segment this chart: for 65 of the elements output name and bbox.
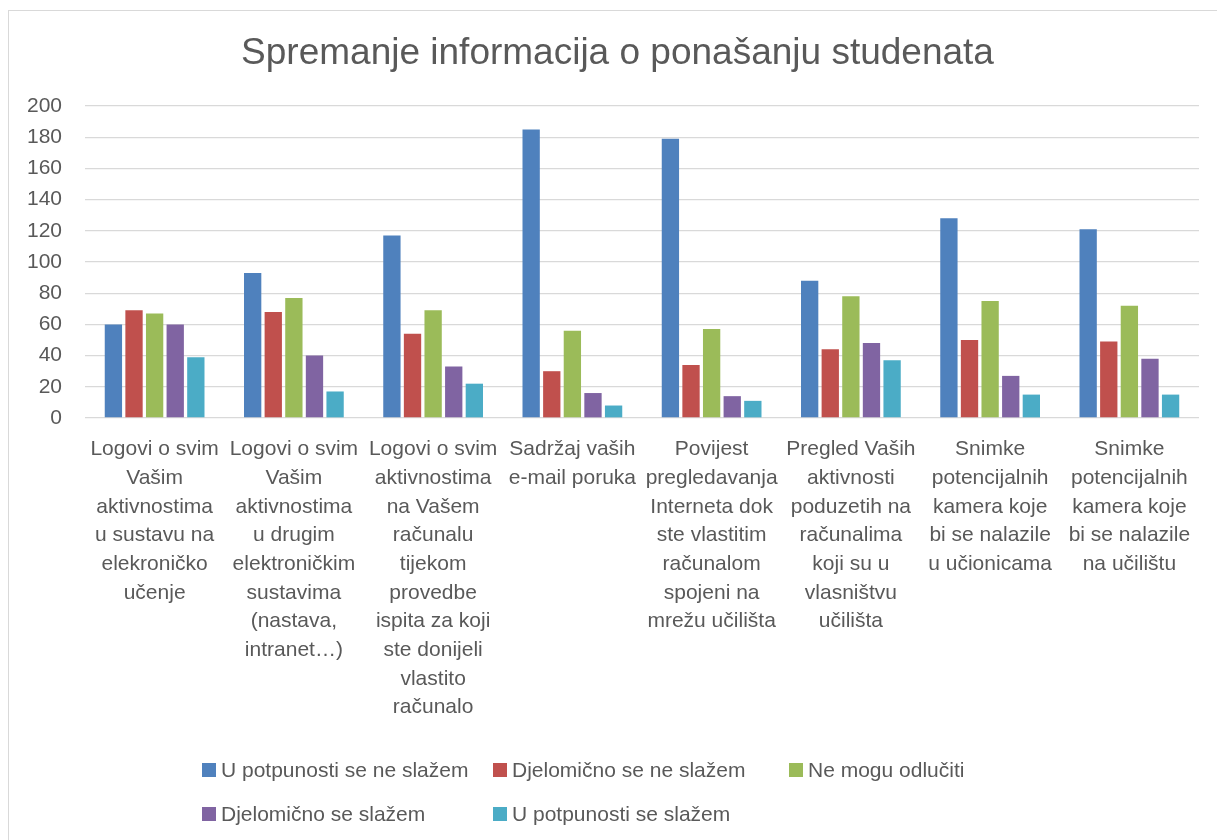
bar xyxy=(744,400,762,418)
bar xyxy=(1002,375,1020,418)
bar xyxy=(821,349,839,418)
category-label: Logovi o svim aktivnostima na Vašem računalu tijekom provedbe ispita za koji ste donijeli vlastito računalo xyxy=(368,436,498,718)
bar xyxy=(563,330,582,418)
bar xyxy=(1022,394,1040,418)
x-tick-label: Snimke potencijalnih kamera koje bi se nalazile u učionicama xyxy=(928,436,1053,574)
y-tick-label: 180 xyxy=(26,124,62,147)
bar xyxy=(445,366,463,418)
y-tick-label: 100 xyxy=(26,248,62,272)
legend-label: U potpunosti se slažem xyxy=(512,802,731,826)
legend-label: Djelomično se ne slažem xyxy=(512,758,746,782)
bar xyxy=(801,280,819,418)
bar xyxy=(960,340,979,418)
y-tick-label: 80 xyxy=(38,280,62,303)
bar xyxy=(424,310,442,418)
bar xyxy=(145,313,164,418)
bar xyxy=(682,364,700,418)
bar xyxy=(166,324,184,418)
y-tick-label: 160 xyxy=(26,155,62,179)
x-tick-label: Logovi o svim Vašim aktivnostima u drugim elektroničkim sustavima (nastava, intranet…) xyxy=(229,436,359,661)
bar xyxy=(465,383,483,418)
y-tick-label: 140 xyxy=(26,186,62,210)
bar xyxy=(604,405,623,418)
bar xyxy=(1141,358,1159,418)
bar xyxy=(305,355,324,418)
bar xyxy=(1079,229,1097,418)
legend-label: Ne mogu odlučiti xyxy=(808,758,965,782)
chart-title: Spremanje informacija o ponašanju studenata xyxy=(240,30,995,74)
x-tick-label: Sadržaj vaših e-mail poruka xyxy=(508,436,637,488)
bar xyxy=(702,329,721,418)
bar xyxy=(244,272,262,418)
bar xyxy=(1120,305,1139,418)
y-tick-label: 200 xyxy=(26,92,62,116)
bar xyxy=(584,393,602,418)
bar xyxy=(661,138,680,418)
bar xyxy=(403,333,422,418)
bar xyxy=(125,310,143,418)
x-tick-label: Povijest pregledavanja Interneta dok ste vlastitim računalom spojeni na mrežu učilišta xyxy=(645,436,778,632)
bar xyxy=(326,391,344,418)
y-tick-label: 40 xyxy=(38,342,62,366)
bar xyxy=(1161,394,1180,418)
y-tick-label: 120 xyxy=(26,217,62,241)
legend-label: Djelomično se slažem xyxy=(221,802,426,826)
x-tick-label: Pregled Vaših aktivnosti poduzetih na računalima koji su u vlasništvu učilišta xyxy=(786,436,916,632)
bar xyxy=(264,311,282,418)
bar xyxy=(723,396,741,418)
bar xyxy=(522,129,540,418)
bar xyxy=(883,360,901,418)
bar xyxy=(187,357,205,418)
y-tick-label: 60 xyxy=(38,311,62,335)
bar xyxy=(862,343,881,418)
bar xyxy=(285,297,303,418)
bar xyxy=(104,324,123,418)
x-tick-label: Logovi o svim Vašim aktivnostima u sustavu na elekroničko učenje xyxy=(90,436,219,603)
legend-label: U potpunosti se ne slažem xyxy=(221,758,469,782)
bar xyxy=(842,296,860,418)
bar xyxy=(383,235,401,418)
y-tick-label: 20 xyxy=(38,373,62,397)
bar xyxy=(981,301,999,418)
y-tick-label: 0 xyxy=(50,404,62,428)
bar xyxy=(543,371,561,418)
bar xyxy=(1100,341,1118,418)
x-tick-label: Snimke potencijalnih kamera koje bi se nalazile na učilištu xyxy=(1068,436,1191,574)
bar xyxy=(940,218,958,418)
